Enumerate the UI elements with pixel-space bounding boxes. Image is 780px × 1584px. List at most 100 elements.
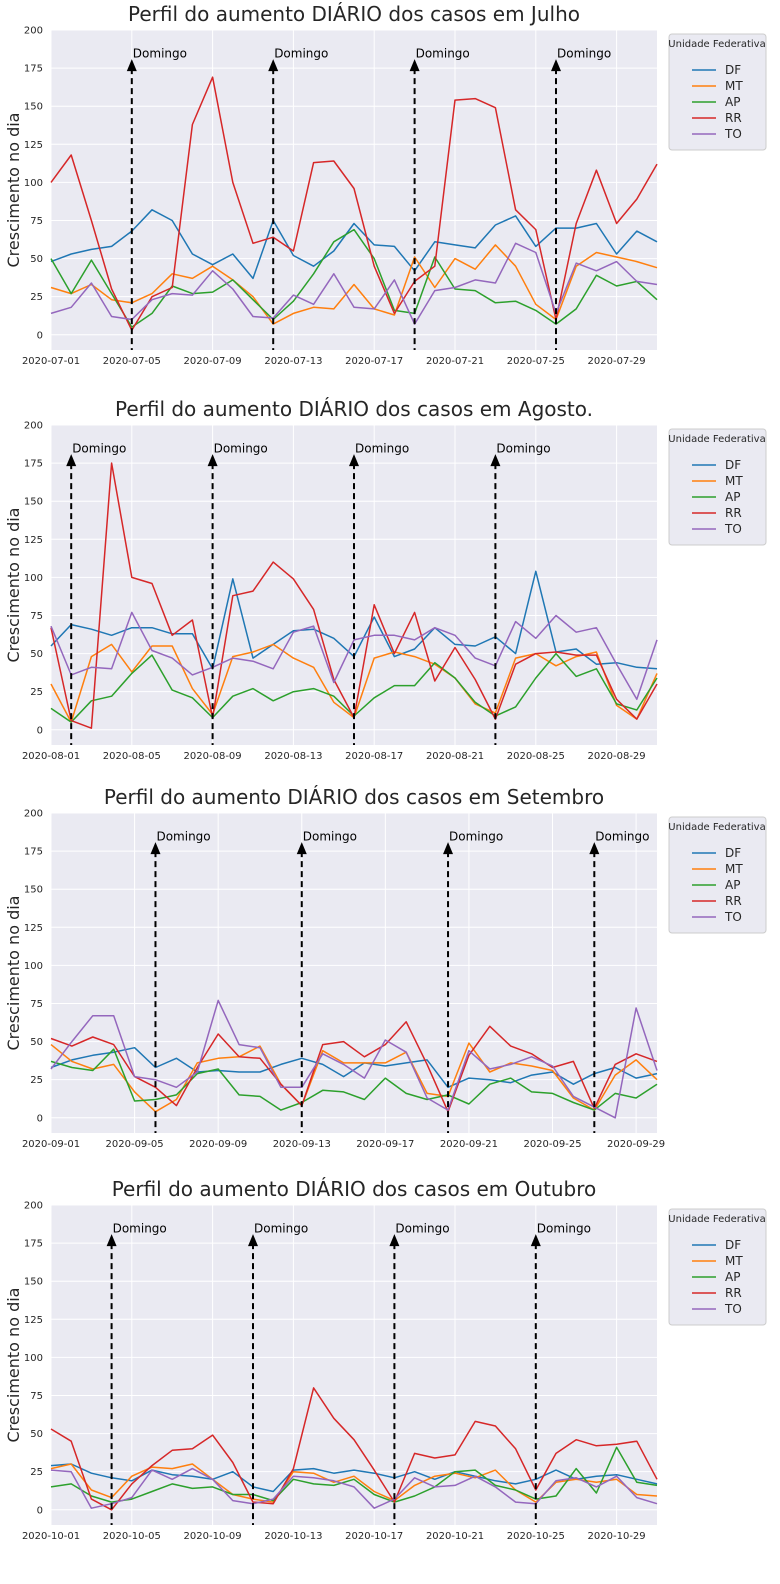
x-tick-label: 2020-08-09 — [184, 751, 242, 762]
sunday-annotation: Domingo — [156, 829, 210, 843]
x-tick-label: 2020-07-05 — [103, 356, 161, 367]
sunday-marker-arrow — [443, 842, 454, 855]
y-tick-label: 25 — [30, 1075, 43, 1086]
sunday-marker-arrow — [66, 454, 77, 467]
x-tick-label: 2020-10-17 — [345, 1531, 403, 1542]
y-tick-label: 175 — [24, 459, 43, 470]
x-tick-label: 2020-10-13 — [264, 1531, 322, 1542]
series-line-ap — [50, 1048, 658, 1111]
legend-box — [668, 428, 767, 546]
y-tick-label: 100 — [24, 573, 43, 584]
legend-label-to: TO — [724, 910, 742, 924]
sunday-marker-arrow — [296, 842, 307, 855]
x-tick-label: 2020-08-01 — [22, 751, 80, 762]
legend-title: Unidade Federativa — [668, 822, 765, 833]
legend-label-to: TO — [724, 522, 742, 536]
series-line-to — [50, 999, 658, 1119]
sunday-marker-arrow — [248, 1234, 258, 1247]
y-axis-label: Crescimento no dia — [4, 896, 23, 1051]
x-tick-label: 2020-10-21 — [426, 1531, 484, 1542]
legend-label-to: TO — [724, 1302, 742, 1316]
y-tick-label: 0 — [37, 330, 43, 341]
legend-label-rr: RR — [725, 894, 742, 908]
x-tick-label: 2020-09-05 — [106, 1139, 164, 1150]
y-tick-label: 175 — [24, 64, 43, 75]
y-tick-label: 150 — [24, 497, 43, 508]
sunday-marker-arrow — [551, 59, 561, 72]
legend-label-ap: AP — [725, 878, 740, 892]
x-tick-label: 2020-10-29 — [588, 1531, 646, 1542]
x-tick-label: 2020-08-29 — [588, 751, 646, 762]
legend-label-rr: RR — [725, 506, 742, 520]
x-tick-label: 2020-10-01 — [22, 1531, 80, 1542]
y-tick-label: 100 — [24, 178, 43, 189]
x-tick-label: 2020-07-13 — [264, 356, 322, 367]
y-tick-label: 200 — [24, 1201, 43, 1212]
y-tick-label: 50 — [30, 254, 43, 265]
sunday-annotation: Domingo — [395, 1221, 449, 1235]
chart-panel-1: Perfil do aumento DIÁRIO dos casos em Ju… — [4, 2, 767, 367]
x-tick-label: 2020-10-05 — [103, 1531, 161, 1542]
x-tick-label: 2020-09-21 — [440, 1139, 498, 1150]
sunday-marker-arrow — [268, 59, 279, 72]
y-tick-label: 200 — [24, 421, 43, 432]
x-tick-label: 2020-08-25 — [507, 751, 565, 762]
legend-title: Unidade Federativa — [668, 1214, 765, 1225]
sunday-annotation: Domingo — [214, 441, 268, 455]
legend-label-mt: MT — [725, 1254, 743, 1268]
x-tick-label: 2020-07-25 — [507, 356, 565, 367]
series-line-rr — [50, 1021, 658, 1113]
sunday-annotation: Domingo — [133, 46, 187, 60]
legend-label-ap: AP — [725, 1270, 740, 1284]
legend-label-rr: RR — [725, 1286, 742, 1300]
y-tick-label: 125 — [24, 535, 43, 546]
legend-label-rr: RR — [725, 111, 742, 125]
sunday-annotation: Domingo — [355, 441, 409, 455]
x-tick-label: 2020-08-05 — [103, 751, 161, 762]
series-line-mt — [50, 1463, 658, 1503]
sunday-annotation: Domingo — [72, 441, 126, 455]
chart-title: Perfil do aumento DIÁRIO dos casos em Ju… — [128, 2, 580, 26]
sunday-annotation: Domingo — [496, 441, 550, 455]
x-tick-label: 2020-09-17 — [356, 1139, 414, 1150]
sunday-annotation: Domingo — [449, 829, 503, 843]
legend-label-to: TO — [724, 127, 742, 141]
y-tick-label: 100 — [24, 1353, 43, 1364]
y-tick-label: 200 — [24, 809, 43, 820]
x-tick-label: 2020-10-09 — [184, 1531, 242, 1542]
sunday-marker-arrow — [126, 59, 137, 72]
sunday-marker-arrow — [207, 454, 218, 467]
legend-box — [668, 33, 767, 151]
legend-label-df: DF — [725, 846, 741, 860]
sunday-marker-arrow — [106, 1234, 117, 1247]
x-tick-label: 2020-09-29 — [607, 1139, 665, 1150]
y-tick-label: 75 — [30, 1391, 43, 1402]
legend-label-df: DF — [725, 63, 741, 77]
y-tick-label: 25 — [30, 1467, 43, 1478]
sunday-annotation: Domingo — [303, 829, 357, 843]
sunday-annotation: Domingo — [595, 829, 649, 843]
chart-panel-3: Perfil do aumento DIÁRIO dos casos em Se… — [4, 785, 767, 1150]
x-tick-label: 2020-07-29 — [588, 356, 646, 367]
legend-box — [668, 816, 767, 934]
chart-title: Perfil do aumento DIÁRIO dos casos em Se… — [104, 785, 604, 809]
x-tick-label: 2020-09-25 — [523, 1139, 581, 1150]
y-axis-label: Crescimento no dia — [4, 113, 23, 268]
legend-label-mt: MT — [725, 862, 743, 876]
y-tick-label: 75 — [30, 999, 43, 1010]
x-tick-label: 2020-08-21 — [426, 751, 484, 762]
y-tick-label: 50 — [30, 1037, 43, 1048]
legend-label-ap: AP — [725, 490, 740, 504]
sunday-marker-arrow — [389, 1234, 400, 1247]
legend-label-ap: AP — [725, 95, 740, 109]
series-line-to — [50, 1467, 658, 1509]
sunday-annotation: Domingo — [274, 46, 328, 60]
x-tick-label: 2020-08-13 — [264, 751, 322, 762]
series-line-ap — [50, 228, 658, 328]
y-tick-label: 75 — [30, 611, 43, 622]
sunday-marker-arrow — [490, 454, 501, 467]
legend-title: Unidade Federativa — [668, 39, 765, 50]
y-tick-label: 175 — [24, 1239, 43, 1250]
sunday-annotation: Domingo — [537, 1221, 591, 1235]
legend-title: Unidade Federativa — [668, 434, 765, 445]
